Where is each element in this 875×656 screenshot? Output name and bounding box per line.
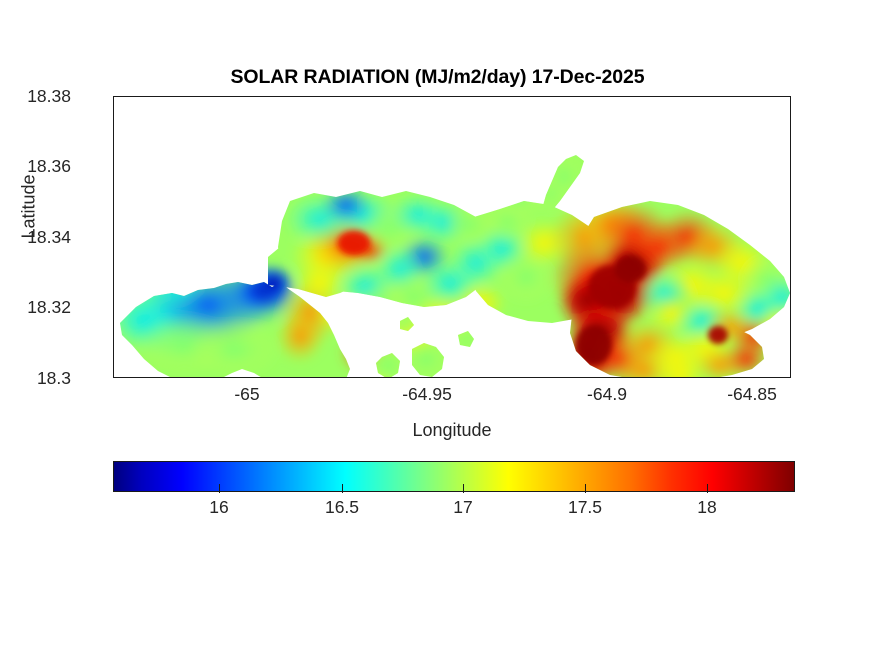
chart-title: SOLAR RADIATION (MJ/m2/day) 17-Dec-2025 [230,66,645,88]
y-axis-title: Latitude [18,174,39,239]
y-tick-label-1: 18.36 [27,156,71,176]
colorbar-label-1: 16.5 [324,497,360,517]
x-tick-label-3: -64.85 [727,384,777,404]
y-tick-label-2: 18.34 [27,227,71,247]
colorbar-tick-4 [707,484,708,493]
x-tick-label-0: -65 [234,384,260,404]
colorbar-label-3: 17.5 [567,497,603,517]
colorbar-gradient [113,461,795,492]
colorbar-label-0: 16 [209,497,229,517]
colorbar-tick-2 [463,484,464,493]
heatmap-field [120,155,790,377]
x-tick-label-1: -64.95 [402,384,452,404]
colorbar-tick-3 [585,484,586,493]
y-tick-label-3: 18.32 [27,297,71,317]
x-axis-title: Longitude [412,420,492,440]
y-tick-label-0: 18.38 [27,86,71,106]
colorbar-tick-1 [342,484,343,493]
y-tick-label-4: 18.3 [36,368,71,388]
colorbar-label-4: 18 [697,497,717,517]
colorbar-label-2: 17 [453,497,473,517]
map-plot-area [113,96,791,378]
colorbar-tick-0 [219,484,220,493]
x-tick-label-2: -64.9 [587,384,627,404]
colorbar [113,461,795,493]
solar-radiation-heatmap [120,155,790,377]
